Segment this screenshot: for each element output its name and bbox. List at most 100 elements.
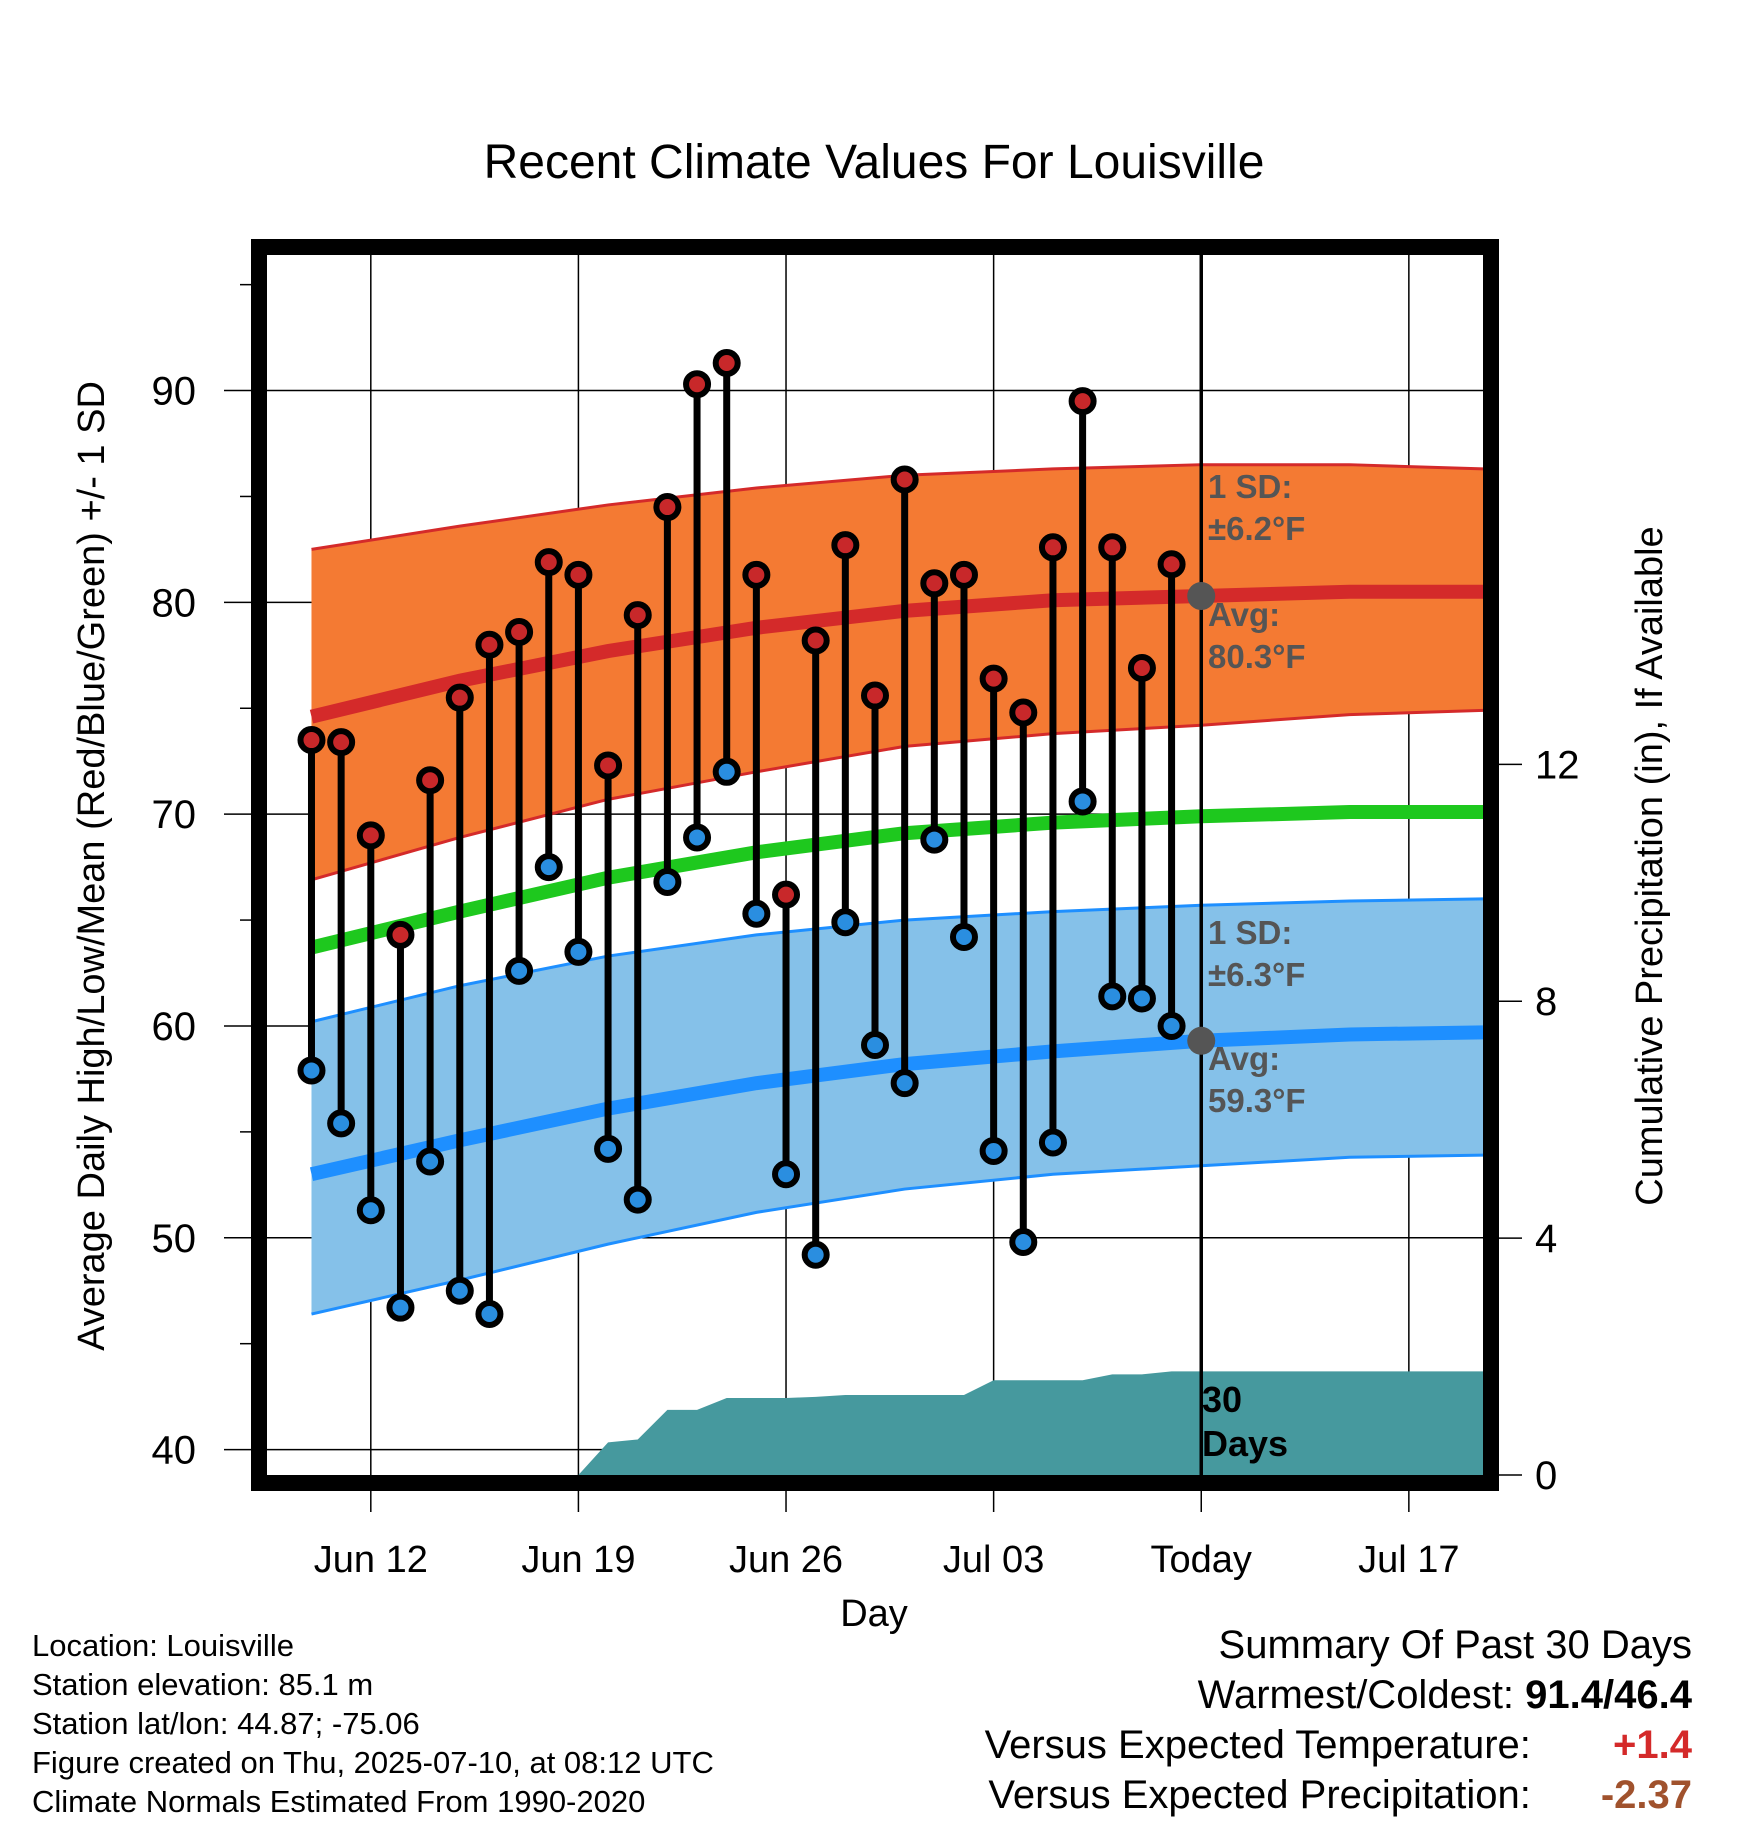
created-text: Figure created on Thu, 2025-07-10, at 08… xyxy=(32,1745,714,1780)
daily-high-point xyxy=(297,726,326,755)
x-tick-label: Jun 19 xyxy=(521,1539,635,1581)
low-sd-value: ±6.3°F xyxy=(1208,956,1305,993)
x-tick-label: Jun 26 xyxy=(729,1539,843,1581)
observations xyxy=(297,349,1186,1329)
today-high-avg-marker xyxy=(1187,582,1216,611)
daily-low-point xyxy=(327,1109,356,1138)
daily-low-point xyxy=(772,1160,801,1189)
precip-label: Versus Expected Precipitation: xyxy=(988,1773,1531,1817)
daily-high-point xyxy=(683,370,712,399)
y-tick-label: 90 xyxy=(152,370,197,414)
y2-tick-label: 12 xyxy=(1535,743,1580,787)
y2-tick-label: 4 xyxy=(1535,1217,1557,1261)
daily-high-point xyxy=(356,821,385,850)
daily-high-point xyxy=(1038,533,1067,562)
warm-cold-value: 91.4/46.4 xyxy=(1525,1673,1692,1717)
y-tick-label: 80 xyxy=(152,581,197,625)
daily-high-point xyxy=(327,728,356,757)
high-avg-label: Avg: xyxy=(1208,596,1280,633)
plot-frame xyxy=(251,239,1499,1491)
daily-high-point xyxy=(564,560,593,589)
daily-low-point xyxy=(712,757,741,786)
high-sd-value: ±6.2°F xyxy=(1208,510,1305,547)
y-tick-label: 50 xyxy=(152,1217,197,1261)
daily-low-point xyxy=(1009,1228,1038,1257)
daily-low-point xyxy=(564,937,593,966)
days-label-line1: 30 xyxy=(1202,1379,1242,1420)
daily-high-point xyxy=(1127,654,1156,683)
x-tick-label: Today xyxy=(1151,1539,1252,1581)
daily-high-point xyxy=(949,560,978,589)
y2-axis-label: Cumulative Precipitation (in), If Availa… xyxy=(1629,526,1671,1205)
daily-high-point xyxy=(831,531,860,560)
warm-cold-label: Warmest/Coldest: xyxy=(1197,1673,1515,1717)
normals-text: Climate Normals Estimated From 1990-2020 xyxy=(32,1784,646,1819)
daily-low-point xyxy=(1098,982,1127,1011)
daily-low-point xyxy=(623,1185,652,1214)
low-avg-label: Avg: xyxy=(1208,1040,1280,1077)
daily-high-point xyxy=(801,626,830,655)
daily-low-point xyxy=(979,1136,1008,1165)
daily-low-point xyxy=(386,1293,415,1322)
daily-high-point xyxy=(534,548,563,577)
high-sd-label: 1 SD: xyxy=(1208,468,1292,505)
daily-high-point xyxy=(1068,387,1097,416)
daily-low-point xyxy=(505,956,534,985)
daily-low-point xyxy=(949,923,978,952)
summary-title: Summary Of Past 30 Days xyxy=(1218,1623,1692,1667)
precip-value: -2.37 xyxy=(1600,1773,1692,1817)
daily-low-point xyxy=(653,867,682,896)
temp-value: +1.4 xyxy=(1613,1723,1692,1767)
daily-low-point xyxy=(861,1031,889,1060)
summary-warm-cold: Warmest/Coldest: 91.4/46.4 xyxy=(985,1670,1692,1720)
daily-low-point xyxy=(416,1147,445,1176)
low-lower-edge xyxy=(311,1153,1484,1316)
low-sd-band xyxy=(311,898,1483,1315)
today-low-avg-marker xyxy=(1187,1026,1216,1055)
temp-label: Versus Expected Temperature: xyxy=(984,1723,1531,1767)
daily-low-point xyxy=(742,899,771,928)
elevation-text: Station elevation: 85.1 m xyxy=(32,1667,374,1702)
summary-precip: Versus Expected Precipitation: -2.37 xyxy=(985,1770,1692,1820)
daily-low-point xyxy=(594,1134,623,1163)
annotations: 1 SD: ±6.2°F Avg: 80.3°F 1 SD: ±6.3°F Av… xyxy=(1202,468,1306,1464)
daily-high-point xyxy=(386,920,415,949)
today-marker xyxy=(1187,255,1216,1475)
daily-low-point xyxy=(475,1300,504,1329)
daily-low-point xyxy=(831,908,860,937)
daily-high-point xyxy=(416,766,445,795)
daily-low-point xyxy=(801,1240,830,1269)
high-avg-value: 80.3°F xyxy=(1208,638,1306,675)
daily-low-point xyxy=(445,1276,474,1305)
y-tick-label: 60 xyxy=(152,1005,197,1049)
daily-low-point xyxy=(1127,984,1156,1013)
y2-tick-label: 0 xyxy=(1535,1454,1557,1498)
daily-high-point xyxy=(772,880,801,909)
low-sd-label: 1 SD: xyxy=(1208,914,1292,951)
y2-tick-label: 8 xyxy=(1535,980,1557,1024)
daily-high-point xyxy=(920,569,949,598)
summary-temp: Versus Expected Temperature: +1.4 xyxy=(985,1720,1692,1770)
daily-high-point xyxy=(623,601,652,630)
location-text: Location: Louisville xyxy=(32,1628,294,1663)
daily-high-point xyxy=(890,465,919,494)
daily-high-point xyxy=(1009,698,1038,727)
x-tick-label: Jul 17 xyxy=(1358,1539,1459,1581)
daily-high-point xyxy=(445,683,474,712)
chart-title: Recent Climate Values For Louisville xyxy=(484,136,1265,189)
x-tick-label: Jun 12 xyxy=(314,1539,428,1581)
precipitation-area xyxy=(267,1371,1483,1475)
station-info: Location: Louisville Station elevation: … xyxy=(32,1626,714,1821)
daily-high-point xyxy=(594,751,623,780)
low-avg-value: 59.3°F xyxy=(1208,1082,1306,1119)
daily-low-point xyxy=(920,825,949,854)
daily-low-point xyxy=(1068,787,1097,816)
x-tick-label: Jul 03 xyxy=(943,1539,1044,1581)
precip-area xyxy=(267,1371,1483,1475)
daily-high-point xyxy=(1098,533,1127,562)
daily-low-point xyxy=(890,1069,919,1098)
daily-high-point xyxy=(742,560,771,589)
y-tick-label: 40 xyxy=(152,1429,197,1473)
axes: 40 50 60 70 80 90 0 4 8 12 Jun 12 Jun 19 Jun 26 Jul 0… xyxy=(152,283,1580,1581)
daily-low-point xyxy=(297,1056,326,1085)
